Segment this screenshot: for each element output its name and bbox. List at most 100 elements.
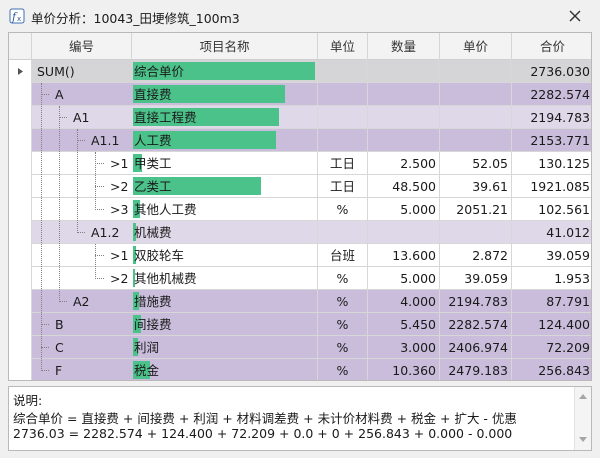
row-unit: 工日	[318, 175, 368, 198]
description-panel: 说明: 综合单价 = 直接费 + 间接费 + 利润 + 材料调差费 + 未计价材…	[8, 386, 592, 451]
share-bar	[133, 292, 139, 310]
table-row[interactable]: A1.1 人工费 2153.771	[9, 129, 591, 152]
row-code: C	[55, 340, 64, 355]
share-bar	[133, 85, 285, 103]
row-indicator	[9, 198, 32, 221]
row-unit: %	[318, 313, 368, 336]
row-price: 39.61	[440, 175, 512, 198]
row-name-cell: 双胶轮车	[132, 244, 318, 267]
table-row[interactable]: F 税金 % 10.360 2479.183 256.843	[9, 359, 591, 380]
table-row[interactable]: SUM() 综合单价 2736.030	[9, 60, 591, 83]
share-bar	[133, 154, 142, 172]
row-name-cell: 机械费	[132, 221, 318, 244]
row-unit: 工日	[318, 152, 368, 175]
row-name: 乙类工	[134, 179, 172, 194]
share-bar	[133, 177, 261, 195]
row-name-cell: 间接费	[132, 313, 318, 336]
row-total: 1.953	[554, 271, 590, 286]
row-qty: 10.360	[368, 359, 440, 380]
table-row[interactable]: A1 直接工程费 2194.783	[9, 106, 591, 129]
row-total: 256.843	[538, 363, 590, 378]
header-name[interactable]: 项目名称	[132, 33, 318, 60]
row-name: 税金	[134, 363, 160, 378]
row-unit: %	[318, 359, 368, 380]
header-code[interactable]: 编号	[32, 33, 132, 60]
row-total: 87.791	[546, 294, 590, 309]
row-qty: 2.500	[368, 152, 440, 175]
description-scrollbar[interactable]	[574, 387, 591, 450]
scroll-up-icon[interactable]	[579, 394, 587, 399]
header-qty[interactable]: 数量	[368, 33, 440, 60]
row-price	[440, 221, 512, 244]
row-qty: 5.000	[368, 267, 440, 290]
row-price: 2406.974	[440, 336, 512, 359]
table-row[interactable]: C 利润 % 3.000 2406.974 72.209	[9, 336, 591, 359]
row-name: 直接费	[134, 87, 172, 102]
row-qty	[368, 60, 440, 83]
table-row[interactable]: A2 措施费 % 4.000 2194.783 87.791	[9, 290, 591, 313]
row-code: A1	[73, 110, 90, 125]
row-name-cell: 其他人工费	[132, 198, 318, 221]
window-title: 单价分析：10043_田埂修筑_100m3	[31, 11, 240, 26]
row-unit	[318, 129, 368, 152]
row-indicator	[9, 106, 32, 129]
share-bar	[133, 108, 279, 126]
header-unit[interactable]: 单位	[318, 33, 368, 60]
row-code: >2	[110, 271, 129, 286]
row-total: 124.400	[538, 317, 590, 332]
row-unit	[318, 221, 368, 244]
row-qty	[368, 129, 440, 152]
description-label: 说明:	[13, 393, 43, 408]
table-row[interactable]: A 直接费 2282.574	[9, 83, 591, 106]
row-price: 39.059	[440, 267, 512, 290]
row-indicator	[9, 359, 32, 380]
row-total: 41.012	[546, 225, 590, 240]
table-row[interactable]: >2 乙类工 工日 48.500 39.61 1921.085	[9, 175, 591, 198]
row-unit: %	[318, 267, 368, 290]
row-qty: 13.600	[368, 244, 440, 267]
header-price[interactable]: 单价	[440, 33, 512, 60]
row-name-cell: 其他机械费	[132, 267, 318, 290]
current-row-arrow-icon	[18, 68, 23, 75]
grid-header: 编号 项目名称 单位 数量 单价 合价	[9, 33, 591, 60]
row-name-cell: 税金	[132, 359, 318, 380]
row-code: >1	[110, 156, 129, 171]
row-total: 39.059	[546, 248, 590, 263]
table-row[interactable]: >3 其他人工费 % 5.000 2051.21 102.561	[9, 198, 591, 221]
row-qty: 5.000	[368, 198, 440, 221]
row-name: 间接费	[134, 317, 172, 332]
row-total: 2282.574	[530, 87, 590, 102]
scroll-down-icon[interactable]	[579, 437, 587, 442]
row-indicator	[9, 175, 32, 198]
close-icon	[569, 10, 581, 22]
row-price: 2194.783	[440, 290, 512, 313]
header-gutter	[9, 33, 32, 60]
formula-text: 综合单价 = 直接费 + 间接费 + 利润 + 材料调差费 + 未计价材料费 +…	[13, 411, 517, 426]
row-qty: 5.450	[368, 313, 440, 336]
row-indicator	[9, 244, 32, 267]
row-total: 2736.030	[530, 64, 590, 79]
table-row[interactable]: A1.2 机械费 41.012	[9, 221, 591, 244]
share-bar	[133, 361, 150, 379]
row-name: 双胶轮车	[134, 248, 185, 263]
table-row[interactable]: >1 双胶轮车 台班 13.600 2.872 39.059	[9, 244, 591, 267]
row-code: >2	[110, 179, 129, 194]
row-code: A2	[73, 294, 90, 309]
svg-text:x: x	[17, 15, 21, 23]
table-row[interactable]: >2 其他机械费 % 5.000 39.059 1.953	[9, 267, 591, 290]
table-row[interactable]: B 间接费 % 5.450 2282.574 124.400	[9, 313, 591, 336]
row-indicator	[9, 221, 32, 244]
table-row[interactable]: >1 甲类工 工日 2.500 52.05 130.125	[9, 152, 591, 175]
row-price: 52.05	[440, 152, 512, 175]
row-name: 人工费	[134, 133, 172, 148]
row-code: >1	[110, 248, 129, 263]
share-bar	[133, 223, 136, 241]
row-price: 2.872	[440, 244, 512, 267]
close-button[interactable]	[562, 4, 588, 28]
header-total[interactable]: 合价	[539, 39, 565, 54]
row-name-cell: 利润	[132, 336, 318, 359]
row-qty: 3.000	[368, 336, 440, 359]
row-name-cell: 人工费	[132, 129, 318, 152]
row-name: 其他人工费	[134, 202, 197, 217]
share-bar	[133, 131, 276, 149]
